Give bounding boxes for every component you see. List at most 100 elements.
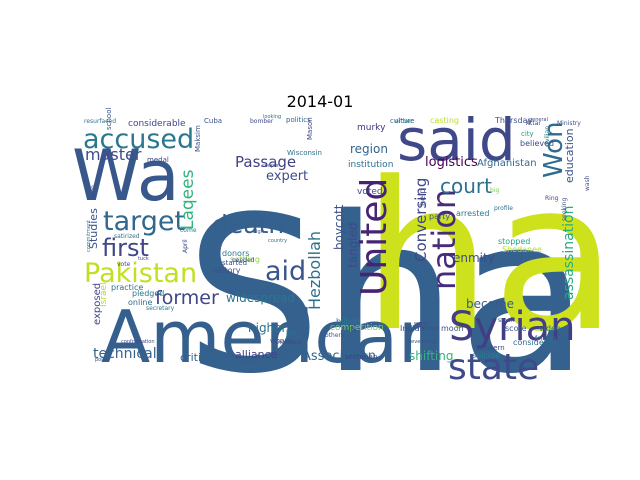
cloud-word-looking: looking [263, 114, 281, 120]
cloud-word-wisconsin: Wisconsin [287, 149, 322, 157]
cloud-word-attar: Attar [526, 120, 541, 127]
cloud-word-afghanistan: Afghanistan [477, 158, 537, 169]
cloud-word-stopped: stopped [498, 237, 530, 246]
cloud-word-big: big [490, 187, 499, 194]
cloud-word-alliance: alliance [235, 348, 278, 361]
cloud-word-pakistan: Pakistan [84, 258, 197, 289]
cloud-word-civilian: civilian [544, 126, 551, 147]
cloud-word-couple: couple [262, 163, 279, 169]
cloud-word-score: score [505, 324, 527, 333]
cloud-word-developing: developing [408, 339, 436, 345]
cloud-word-master: master [85, 145, 142, 164]
cloud-word-shedanee: Shedanee [502, 245, 542, 254]
cloud-word-shifting: shifting [409, 349, 453, 363]
cloud-word-april: April [182, 239, 189, 253]
cloud-word-criticism: criticism [180, 351, 227, 364]
cloud-word-voted: voted [357, 187, 383, 197]
cloud-word-violence: violence [276, 339, 301, 346]
cloud-word-conversing: Conversing [412, 178, 430, 262]
cloud-word-arrested: arrested [456, 209, 489, 218]
cloud-word-country: country [268, 238, 287, 244]
cloud-word-ring: Ring [545, 195, 559, 202]
cloud-word-online: online [128, 298, 152, 307]
cloud-word-state: state [448, 347, 539, 388]
cloud-word-tangled: tangled [346, 222, 360, 268]
cloud-word-won: Won [539, 121, 569, 178]
cloud-word-secretary: secretary [146, 305, 175, 312]
cloud-word-moon: moon [441, 324, 464, 333]
cloud-word-technical: technical [93, 346, 157, 362]
cloud-word-sha: Sha [185, 170, 590, 421]
cloud-word-former: former [155, 287, 219, 309]
cloud-word-wash: wash [584, 175, 591, 191]
cloud-word-enmity: enmity [453, 251, 495, 265]
cloud-word-logistics: logistics [425, 155, 478, 170]
cloud-word-said: said [397, 106, 516, 174]
cloud-word-western: Western [476, 344, 505, 352]
cloud-word-vote: vote [117, 261, 131, 268]
cloud-word-politics: politics [286, 116, 311, 124]
cloud-word-donors: donors [222, 249, 249, 258]
cloud-word-boycott: boycott [332, 204, 346, 250]
cloud-word-target: target [103, 206, 185, 237]
cloud-word-hezbollah: Hezbollah [305, 231, 324, 310]
cloud-word-considered: considered [513, 338, 557, 347]
cloud-word-party: party [429, 212, 450, 221]
cloud-word-foreign: foreign [535, 335, 556, 342]
cloud-word-satirized: satirized [114, 233, 140, 240]
cloud-word-laqees: Laqees [178, 169, 198, 230]
cloud-word-small: small [498, 317, 514, 324]
cloud-word-practice: practice [111, 283, 143, 292]
cloud-word-competition: competition [330, 323, 384, 333]
cloud-word-believed: believed [520, 139, 554, 148]
cloud-word-passage: Passage [235, 153, 296, 171]
cloud-word-exposed: exposed [92, 283, 103, 325]
cloud-word-started: started [222, 259, 247, 267]
cloud-word-thursday: Thursday [494, 116, 532, 125]
cloud-word-needed: needed [232, 257, 255, 264]
cloud-word-expert: expert [266, 169, 308, 184]
cloud-word-point: point [95, 357, 108, 363]
cloud-word-general: general [529, 117, 548, 123]
cloud-word-considerable: considerable [128, 119, 186, 129]
cloud-word-profile: profile [494, 205, 513, 212]
cloud-word-resurfaced: resurfaced [84, 118, 116, 125]
cloud-word-settling: settling [230, 255, 260, 264]
cloud-word-cuba: Cuba [204, 117, 222, 125]
cloud-word-high: high [253, 229, 264, 235]
cloud-word-ministry: Ministry [557, 120, 581, 127]
cloud-word-studies: Studies [87, 208, 100, 249]
cloud-word-wa: Wa [72, 135, 180, 217]
cloud-word-list: list [286, 329, 297, 337]
cloud-word-association: Association [302, 349, 376, 364]
cloud-word-accused: accused [83, 124, 194, 155]
cloud-word-world: world [414, 321, 428, 327]
cloud-word-murky: murky [357, 123, 386, 133]
cloud-word-syrian: Syrian [449, 304, 575, 350]
cloud-word-open: open [90, 185, 97, 200]
cloud-word-sectarian: sectarian [345, 353, 377, 361]
cloud-word-help: help [418, 189, 427, 206]
cloud-word-aid: aid [265, 256, 306, 287]
cloud-word-video: video [539, 324, 561, 333]
cloud-word-bomber: bomber [250, 118, 274, 125]
cloud-word-indian: Indian [400, 324, 425, 333]
cloud-word-medal: medal [147, 156, 169, 164]
cloud-word-become: become [466, 297, 514, 311]
cloud-word-tuck: tuck [138, 256, 149, 262]
cloud-word-assassination: assassination [561, 206, 577, 301]
cloud-word-others: others [325, 332, 344, 339]
cloud-word-first: first [102, 234, 149, 262]
cloud-word-american: American [101, 295, 444, 379]
cloud-word-remain: remain [422, 326, 440, 332]
cloud-word-higher: higher [248, 321, 287, 335]
cloud-word-nation: nation [425, 189, 463, 290]
cloud-word-pledged: pledged [132, 289, 164, 298]
cloud-word-maksim: Maksim [194, 125, 202, 152]
chart-title: 2014-01 [286, 92, 354, 111]
cloud-word-mason: Mason [306, 117, 314, 140]
cloud-word-commitment: commitment [86, 220, 92, 252]
cloud-word-culture: culture [390, 117, 414, 125]
cloud-word-israel: Israel [99, 282, 109, 307]
